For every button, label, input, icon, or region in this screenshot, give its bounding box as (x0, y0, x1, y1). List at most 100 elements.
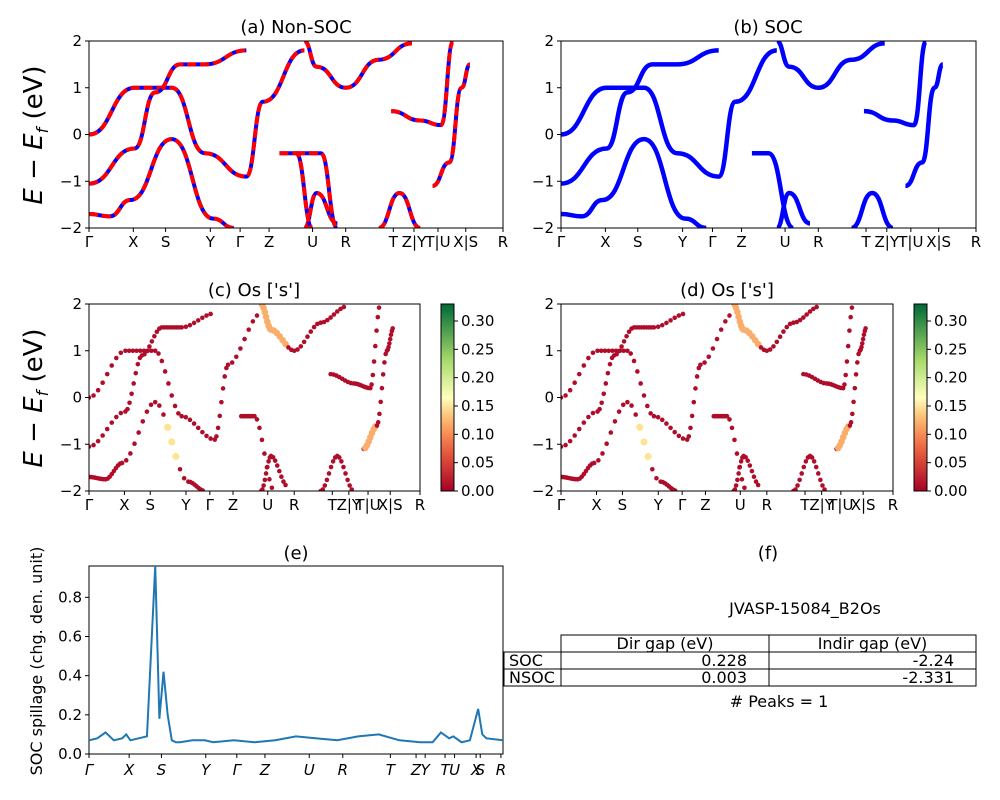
panel-d-colorbar-label: 0.30 (934, 312, 967, 330)
band-nonsoc-line (89, 48, 305, 179)
projected-point (718, 327, 724, 332)
projected-point (659, 322, 665, 328)
projected-point (561, 444, 564, 449)
panel-e-xtick-label: R (496, 761, 506, 779)
projected-point (257, 425, 262, 431)
projected-point (298, 344, 304, 349)
projected-point (252, 413, 257, 419)
projected-point (176, 411, 181, 416)
panel-e-xtick-label: Γ (233, 761, 243, 779)
projected-point (610, 348, 615, 354)
panel-a-xtick-label: Γ (85, 233, 94, 251)
projected-point (814, 304, 819, 310)
projected-point (250, 319, 256, 324)
projected-point (339, 459, 344, 464)
projected-point (572, 433, 577, 438)
projected-point (689, 413, 695, 419)
projected-point (187, 322, 193, 328)
panel-c-xtick-label: R (415, 496, 425, 514)
projected-point (586, 414, 591, 420)
projected-point (811, 459, 817, 464)
projected-point (377, 411, 382, 417)
projected-point (576, 371, 582, 377)
projected-point (217, 413, 223, 419)
projected-point (179, 325, 184, 330)
projected-point (801, 464, 807, 470)
projected-point (246, 327, 251, 332)
projected-point (100, 433, 105, 438)
projected-point (195, 425, 201, 431)
projected-point (714, 336, 720, 342)
panel-b-ytick-label: −1 (532, 172, 554, 190)
panel-e-xtick-label: X (470, 761, 482, 779)
projected-point (320, 487, 326, 491)
table-cell-indir: -2.331 (902, 668, 954, 687)
projected-point (612, 419, 618, 424)
projected-point (816, 471, 821, 476)
projected-point (328, 315, 333, 320)
projected-point (676, 433, 682, 439)
projected-point (123, 348, 128, 354)
projected-point (267, 477, 272, 482)
projected-point (104, 426, 110, 432)
projected-point (154, 329, 160, 335)
projected-point (848, 314, 853, 320)
projected-point (620, 402, 626, 408)
panel-b-xtick-label: T|U (897, 233, 923, 251)
projected-point (349, 487, 355, 491)
projected-point (799, 471, 804, 476)
panel-d-xtick-label: Y (653, 496, 664, 514)
band-soc-line (751, 150, 795, 228)
projected-point (664, 320, 669, 326)
panel-d-xtick-label: Γ (678, 496, 687, 514)
projected-point (672, 429, 678, 435)
projected-point (238, 346, 243, 351)
table-header-indir: Indir gap (eV) (818, 634, 928, 653)
projected-point (686, 434, 692, 439)
projected-point (598, 348, 604, 354)
band-soc-line (850, 190, 894, 228)
projected-point (784, 324, 790, 330)
panel-e-xtick-label: Z (259, 761, 271, 779)
projected-point (379, 385, 385, 391)
panel-e-xtick-label: S (475, 761, 485, 779)
panel-e-ytick-label: 0.4 (58, 667, 82, 685)
band-soc-line (89, 48, 305, 179)
projected-point (136, 430, 141, 435)
svg-text:E − Ef (eV): E − Ef (eV) (19, 328, 52, 467)
projected-point (225, 362, 231, 368)
panel-d-colorbar (913, 303, 928, 492)
band-soc-line (775, 41, 885, 91)
projected-point (89, 444, 92, 449)
band-soc-line (775, 190, 811, 228)
projected-point (283, 482, 288, 488)
panel-b-xtick-label: T (860, 233, 871, 251)
projected-point (222, 374, 228, 379)
projected-point (162, 369, 168, 374)
projected-point (128, 451, 133, 456)
projected-point (606, 348, 612, 354)
projected-point (114, 414, 119, 420)
projected-point (172, 403, 178, 409)
projected-point (219, 399, 224, 405)
panel-d-colorbar-label: 0.10 (934, 425, 967, 443)
panel-d-colorbar-label: 0.25 (934, 340, 967, 358)
projected-point (195, 318, 201, 323)
projected-point (601, 391, 607, 397)
band-soc-line (561, 48, 778, 179)
projected-point (164, 423, 172, 431)
projected-point (91, 393, 96, 398)
projected-point (109, 363, 115, 368)
projected-point (324, 477, 330, 483)
panel-c-colorbar-label: 0.15 (461, 397, 494, 415)
projected-point (152, 348, 158, 354)
band-nonsoc-line (378, 190, 421, 228)
projected-point (183, 414, 189, 420)
projected-point (168, 438, 176, 446)
ylabel-mid-sub: f (33, 388, 52, 396)
projected-point (132, 441, 137, 447)
projected-point (279, 474, 284, 480)
projected-point (651, 413, 657, 419)
panel-b-title: (b) SOC (733, 17, 802, 38)
projected-point (95, 438, 101, 444)
